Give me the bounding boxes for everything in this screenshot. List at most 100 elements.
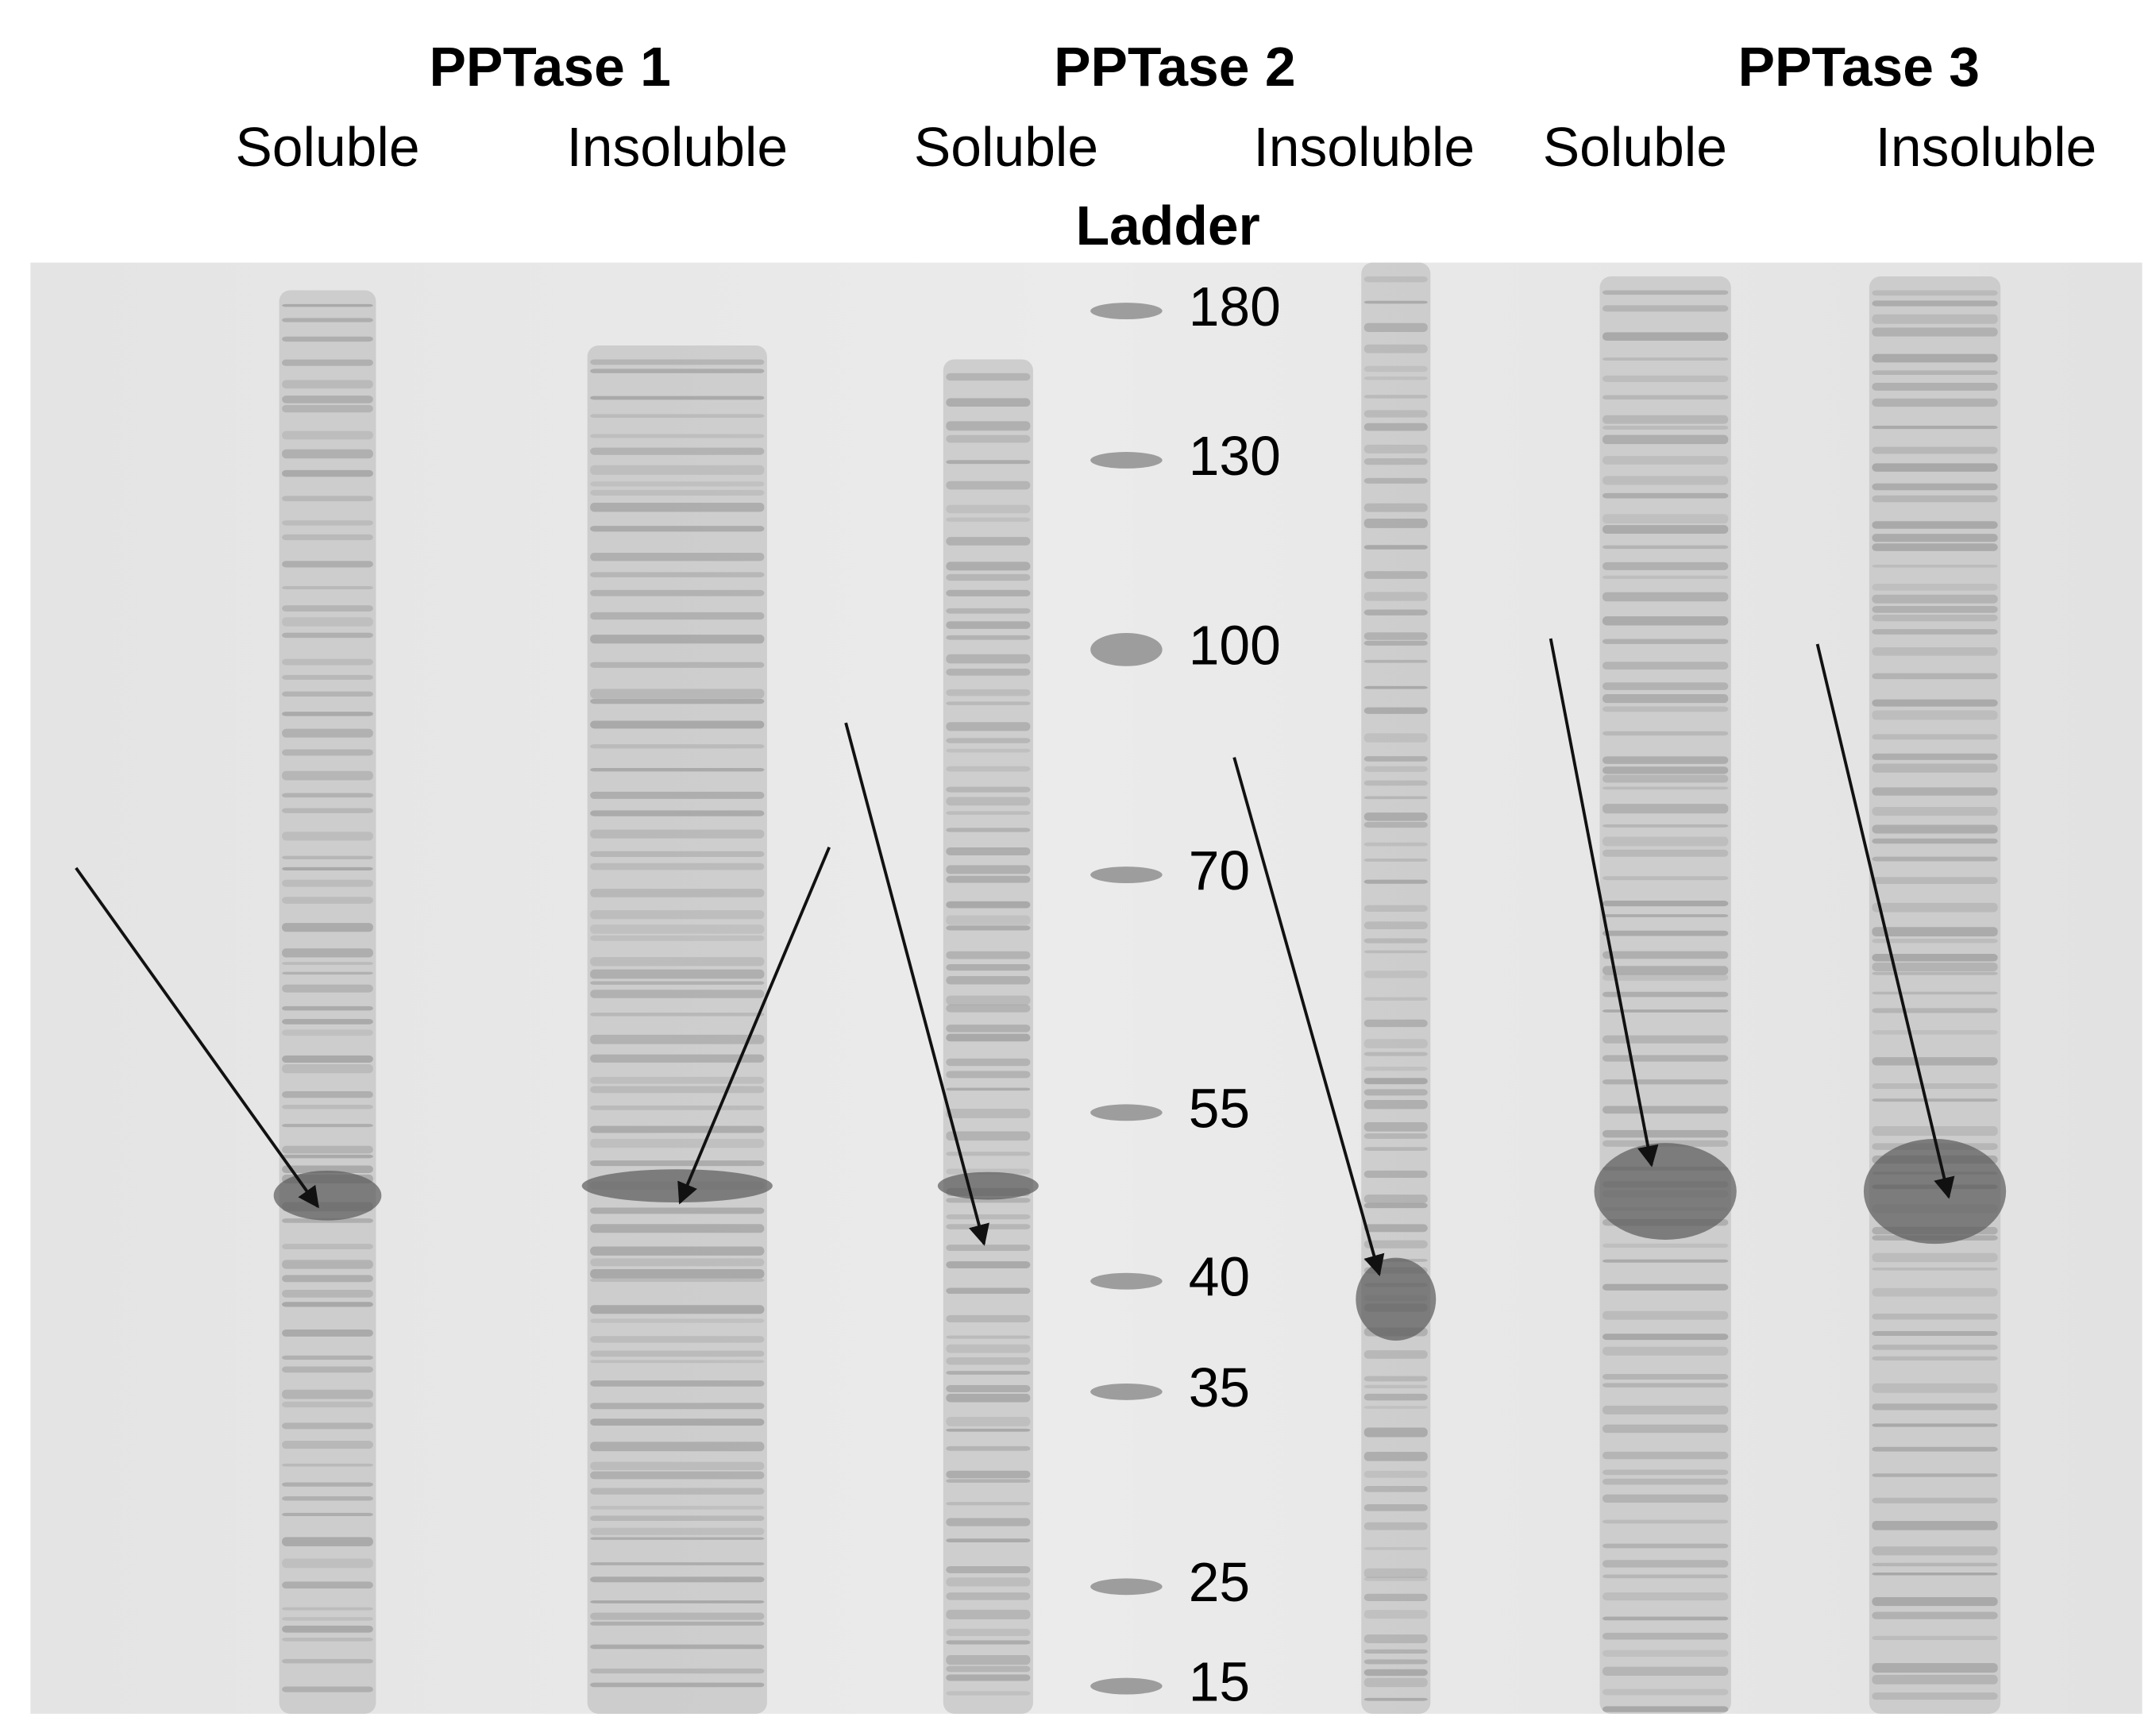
band <box>946 1502 1031 1506</box>
band <box>1363 395 1428 399</box>
band <box>1863 1138 2007 1245</box>
band <box>1363 1504 1428 1511</box>
band <box>1872 463 1998 472</box>
lane-label: Insoluble <box>566 116 788 178</box>
band <box>282 534 373 541</box>
band <box>1872 838 1998 844</box>
band <box>282 1063 373 1074</box>
band <box>1872 1383 1998 1393</box>
band <box>1872 614 1998 622</box>
band <box>946 1577 1031 1587</box>
band <box>590 1621 765 1626</box>
band <box>1872 710 1998 720</box>
band <box>1602 1543 1729 1549</box>
band <box>1602 639 1729 644</box>
band <box>590 1612 765 1620</box>
band <box>946 1609 1031 1619</box>
band <box>282 496 373 502</box>
band <box>1872 1423 1998 1427</box>
band <box>946 1314 1031 1323</box>
band <box>1602 682 1729 690</box>
band <box>946 1087 1031 1091</box>
band <box>1602 616 1729 626</box>
band <box>282 520 373 526</box>
band <box>581 1169 773 1202</box>
band <box>1872 521 1998 529</box>
band <box>1872 534 1998 542</box>
band <box>282 396 373 403</box>
band <box>282 1290 373 1298</box>
band <box>946 1393 1031 1403</box>
band <box>946 668 1031 676</box>
band <box>282 879 373 887</box>
band <box>1872 1635 1998 1641</box>
band <box>1602 375 1729 382</box>
band <box>282 1275 373 1283</box>
band <box>1363 477 1428 484</box>
band <box>282 430 373 440</box>
band <box>1872 629 1998 635</box>
band <box>946 828 1031 832</box>
band <box>1602 662 1729 670</box>
band <box>946 1357 1031 1365</box>
band <box>946 434 1031 443</box>
band <box>1363 1019 1428 1028</box>
band <box>1363 950 1428 954</box>
band <box>1872 1356 1998 1360</box>
band <box>1602 804 1729 814</box>
band <box>1363 1078 1428 1085</box>
band <box>590 612 765 620</box>
band <box>1872 1126 1998 1137</box>
band <box>590 1318 765 1323</box>
lane <box>943 359 1033 1714</box>
band <box>282 923 373 932</box>
band <box>946 738 1031 743</box>
band <box>1872 1330 1998 1337</box>
marker-label: 25 <box>1189 1551 1250 1613</box>
band <box>1872 953 1998 962</box>
band <box>1872 483 1998 491</box>
band <box>946 1261 1031 1268</box>
band <box>590 1086 765 1094</box>
band <box>1602 1079 1729 1085</box>
band <box>1363 365 1428 372</box>
band <box>946 1428 1031 1432</box>
marker-label: 15 <box>1189 1650 1250 1712</box>
band <box>1363 1052 1428 1056</box>
band <box>946 1385 1031 1392</box>
band <box>1872 398 1998 407</box>
band <box>1602 1259 1729 1263</box>
band <box>282 561 373 568</box>
band <box>946 1674 1031 1681</box>
band <box>282 728 373 738</box>
band <box>1602 1106 1729 1114</box>
band <box>282 948 373 958</box>
marker-label: 35 <box>1189 1357 1250 1418</box>
band <box>590 396 765 400</box>
band <box>1602 836 1729 847</box>
band <box>282 1019 373 1025</box>
band <box>1594 1143 1737 1240</box>
band <box>282 962 373 965</box>
band <box>282 404 373 413</box>
band <box>590 589 765 596</box>
band <box>1872 300 1998 307</box>
band <box>1872 1252 1998 1263</box>
band <box>590 526 765 532</box>
band <box>282 1581 373 1589</box>
band <box>282 1165 373 1173</box>
band <box>1602 974 1729 981</box>
band <box>1872 1030 1998 1035</box>
band <box>1872 1098 1998 1102</box>
band <box>282 855 373 859</box>
band <box>1602 1129 1729 1138</box>
band <box>946 1565 1031 1573</box>
lane-label: Soluble <box>235 116 419 178</box>
band <box>282 632 373 639</box>
band <box>1872 647 1998 656</box>
band <box>1363 545 1428 550</box>
band <box>1363 1194 1428 1204</box>
band <box>1602 1373 1729 1380</box>
band <box>282 832 373 841</box>
band <box>1363 1593 1428 1602</box>
